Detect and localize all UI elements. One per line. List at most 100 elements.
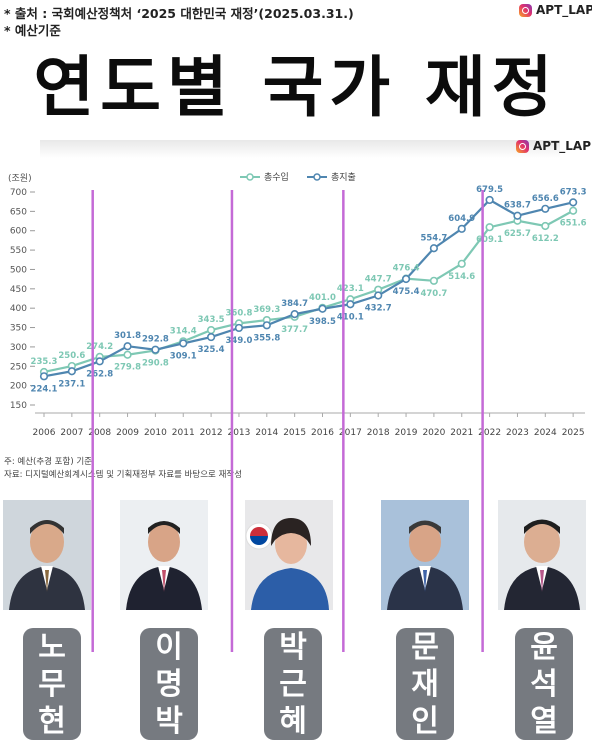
y-tick-label: 350 bbox=[10, 324, 27, 334]
name-char: 이 bbox=[155, 629, 183, 665]
data-label: 604.9 bbox=[448, 214, 475, 224]
y-tick-label: 650 bbox=[10, 207, 27, 217]
y-tick-label: 300 bbox=[10, 343, 27, 353]
handle-text: APT_LAP bbox=[533, 139, 591, 153]
data-label: 224.1 bbox=[31, 384, 58, 394]
x-tick-label: 2008 bbox=[88, 428, 111, 438]
data-label: 673.3 bbox=[560, 187, 587, 197]
data-label: 476.4 bbox=[393, 264, 420, 274]
data-label: 360.8 bbox=[226, 308, 253, 318]
title-shadow bbox=[40, 140, 560, 158]
x-tick-label: 2019 bbox=[395, 428, 418, 438]
name-char: 무 bbox=[38, 666, 66, 702]
x-tick-label: 2014 bbox=[255, 428, 278, 438]
name-roh: 노 무 현 bbox=[23, 628, 81, 740]
data-point bbox=[569, 206, 578, 215]
portrait-lee-icon bbox=[120, 500, 208, 610]
data-label: 343.5 bbox=[198, 315, 225, 325]
instagram-handle-chart[interactable]: APT_LAP bbox=[516, 139, 591, 153]
data-point bbox=[290, 310, 299, 319]
x-tick-label: 2011 bbox=[172, 428, 195, 438]
data-point bbox=[513, 211, 522, 220]
data-label: 423.1 bbox=[337, 284, 364, 294]
portrait-park-icon bbox=[245, 500, 333, 610]
data-point bbox=[123, 350, 132, 359]
data-point bbox=[541, 221, 550, 231]
name-park: 박 근 혜 bbox=[264, 628, 322, 740]
data-label: 290.8 bbox=[142, 358, 169, 368]
data-label: 349.0 bbox=[226, 336, 253, 346]
revenue-expenditure-chart: (조원) 150 200 250 300 350 400 450 500 550 600 650 700… bbox=[8, 171, 587, 438]
x-tick-label: 2013 bbox=[227, 428, 250, 438]
data-label: 314.4 bbox=[170, 326, 197, 336]
legend-label: 총수입 bbox=[264, 171, 289, 183]
data-point bbox=[485, 195, 494, 205]
x-tick-label: 2023 bbox=[506, 428, 529, 438]
page-title: 연도별 국가 재정 bbox=[33, 49, 559, 126]
data-point bbox=[39, 372, 49, 381]
data-label: 410.1 bbox=[337, 312, 364, 322]
data-label: 625.7 bbox=[504, 229, 531, 239]
x-tick-label: 2024 bbox=[534, 428, 557, 438]
data-point bbox=[457, 259, 466, 268]
data-label: 609.1 bbox=[476, 235, 503, 245]
name-char: 명 bbox=[155, 666, 183, 702]
data-point bbox=[234, 323, 244, 333]
name-char: 열 bbox=[530, 703, 558, 739]
data-label: 612.2 bbox=[532, 234, 559, 244]
data-label: 274.2 bbox=[86, 342, 113, 352]
x-tick-label: 2025 bbox=[562, 428, 585, 438]
x-tick-label: 2015 bbox=[283, 428, 306, 438]
name-lee: 이 명 박 bbox=[140, 628, 198, 740]
data-label: 235.3 bbox=[31, 357, 58, 367]
data-label: 401.0 bbox=[309, 293, 336, 303]
name-char: 윤 bbox=[530, 629, 558, 665]
data-point bbox=[429, 276, 439, 285]
data-point bbox=[207, 325, 216, 335]
name-char: 문 bbox=[411, 629, 439, 665]
name-char: 현 bbox=[38, 703, 66, 739]
data-point bbox=[318, 304, 327, 313]
y-tick-label: 200 bbox=[10, 382, 27, 392]
data-label: 309.1 bbox=[170, 351, 197, 361]
name-char: 석 bbox=[530, 666, 558, 702]
x-tick-label: 2007 bbox=[60, 428, 83, 438]
data-label: 325.4 bbox=[198, 345, 225, 355]
data-label: 292.8 bbox=[142, 335, 169, 345]
x-tick-label: 2009 bbox=[116, 428, 139, 438]
portrait-roh-icon bbox=[3, 500, 91, 610]
handle-text: APT_LAP bbox=[536, 3, 592, 17]
data-label: 369.3 bbox=[253, 305, 280, 315]
source-line: * 출처 : 국회예산정책처 ‘2025 대한민국 재정’(2025.03.31… bbox=[4, 6, 354, 21]
data-point bbox=[262, 321, 271, 330]
x-tick-label: 2017 bbox=[339, 428, 362, 438]
portrait-moon-icon bbox=[381, 500, 469, 610]
legend-marker bbox=[313, 173, 321, 181]
name-char: 박 bbox=[279, 629, 307, 665]
x-tick-label: 2016 bbox=[311, 428, 334, 438]
legend-marker bbox=[246, 173, 254, 181]
y-tick-label: 150 bbox=[10, 401, 27, 411]
name-yoon: 윤 석 열 bbox=[515, 628, 573, 740]
name-char: 박 bbox=[155, 703, 183, 739]
data-label: 638.7 bbox=[504, 201, 531, 211]
y-tick-label: 550 bbox=[10, 246, 27, 256]
x-tick-label: 2021 bbox=[450, 428, 473, 438]
data-point bbox=[457, 224, 466, 233]
y-tick-label: 600 bbox=[10, 227, 27, 237]
data-label: 432.7 bbox=[365, 304, 392, 314]
name-char: 재 bbox=[411, 666, 439, 702]
y-tick-label: 250 bbox=[10, 362, 27, 372]
data-label: 514.6 bbox=[448, 272, 475, 282]
data-point bbox=[67, 367, 76, 376]
data-label: 279.8 bbox=[114, 363, 141, 373]
data-label: 447.7 bbox=[365, 275, 392, 285]
x-tick-label: 2018 bbox=[367, 428, 390, 438]
data-point bbox=[151, 345, 160, 354]
data-label: 679.5 bbox=[476, 185, 503, 195]
portrait-yoon-icon bbox=[498, 500, 586, 610]
data-label: 250.6 bbox=[58, 351, 85, 361]
data-label: 470.7 bbox=[420, 289, 447, 299]
data-label: 262.8 bbox=[86, 369, 113, 379]
instagram-handle-top[interactable]: APT_LAP bbox=[519, 3, 592, 17]
